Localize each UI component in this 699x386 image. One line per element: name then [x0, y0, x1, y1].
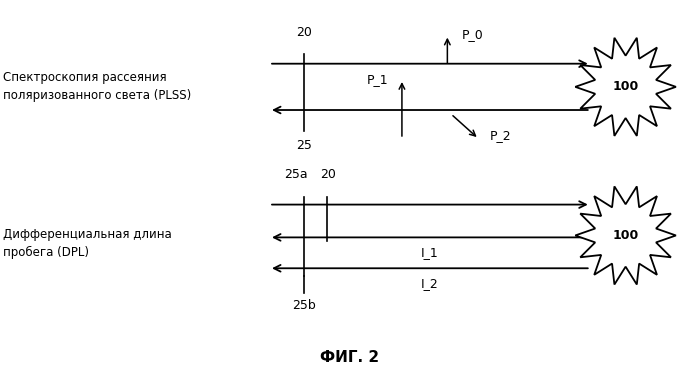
Text: 100: 100 [612, 229, 639, 242]
Text: 25b: 25b [292, 299, 316, 312]
Text: Спектроскопия рассеяния
поляризованного света (PLSS): Спектроскопия рассеяния поляризованного … [3, 71, 192, 102]
Text: P_1: P_1 [366, 73, 388, 86]
Text: ФИГ. 2: ФИГ. 2 [320, 350, 379, 365]
Text: 100: 100 [612, 80, 639, 93]
Text: P_2: P_2 [489, 129, 511, 142]
Text: 20: 20 [296, 25, 312, 39]
Text: 20: 20 [321, 168, 336, 181]
Text: Дифференциальная длина
пробега (DPL): Дифференциальная длина пробега (DPL) [3, 228, 172, 259]
Text: P_0: P_0 [461, 28, 483, 41]
Text: 25a: 25a [284, 168, 308, 181]
Text: I_1: I_1 [421, 246, 439, 259]
Polygon shape [575, 38, 676, 136]
Text: 25: 25 [296, 139, 312, 152]
Text: I_2: I_2 [421, 277, 439, 290]
Polygon shape [575, 186, 676, 284]
